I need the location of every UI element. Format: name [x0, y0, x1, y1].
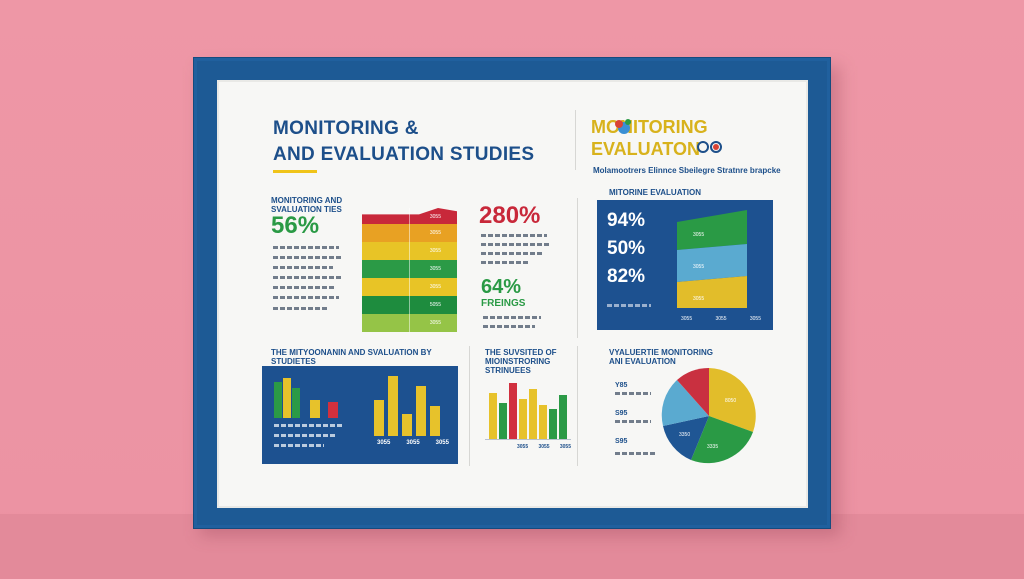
bar [416, 386, 426, 436]
bar [374, 400, 384, 436]
chart-caption [274, 424, 344, 427]
bottom-mid-ticks: 3055 3055 3055 [517, 444, 571, 450]
divider [575, 110, 576, 170]
stats-left-heading: MONITORING AND SVALUATION TIES [271, 196, 342, 214]
bar [283, 378, 291, 418]
pie-chart: 8050 3350 3335 [661, 367, 756, 464]
right-panel-value: 94% [607, 210, 646, 231]
bottom-right-title: VYALUERTIE MONITORING ANI EVALUATION [609, 348, 713, 366]
pie-slice-label: 8050 [725, 398, 736, 404]
chart-caption [274, 444, 324, 447]
bottom-right-title-line2: ANI EVALUATION [609, 357, 676, 366]
right-title-line2: EVALUATON [591, 139, 701, 159]
bottom-right-title-line1: VYALUERTIE MONITORING [609, 348, 714, 357]
stats-left-heading-line1: MONITORING AND [271, 196, 343, 205]
pie-slice [709, 368, 756, 432]
pie-caption [615, 420, 651, 423]
pie-label: S95 [615, 410, 628, 417]
right-panel-ticks: 3055 3055 3055 [681, 316, 761, 322]
chart-caption [274, 434, 336, 437]
right-panel-heading: MITORINE EVALUATION [609, 188, 701, 197]
poster-title: MONITORING & AND EVALUATION STUDIES [273, 116, 573, 168]
bar [559, 395, 567, 439]
divider [469, 346, 470, 466]
pie-caption [615, 392, 651, 395]
bar [519, 399, 527, 439]
bottom-mid-title-line2: MIOINSTRORING [485, 357, 551, 366]
bottom-left-title-line2: STUDIETES [271, 357, 316, 366]
bar [402, 414, 412, 436]
poster-title-line2: AND EVALUATION STUDIES [273, 144, 535, 165]
stats-mid-value-bottom: 64% [481, 276, 522, 298]
bar [292, 388, 300, 418]
title-underline [273, 170, 317, 173]
stats-mid-caption [483, 316, 543, 328]
right-subtitle: Molamootrers Elinnce Sbeilegre Stratnre … [593, 166, 781, 175]
pie-slice-label: 3350 [679, 432, 690, 438]
area-label: 3055 [693, 264, 704, 270]
pie-label: S95 [615, 438, 628, 445]
bottom-left-bar-group [372, 376, 452, 436]
bottom-mid-title-line1: THE SUVSITED OF [485, 348, 557, 357]
stacked-bar: 3055 3055 3055 3055 3055 5055 3055 [362, 208, 457, 332]
pie-slice [677, 367, 709, 416]
stats-left-value: 56% [271, 212, 320, 239]
glasses-icon [697, 141, 722, 153]
bar [549, 409, 557, 439]
divider [577, 198, 578, 338]
bar [274, 382, 282, 418]
bar [529, 389, 537, 439]
area-label: 3055 [693, 296, 704, 302]
stats-mid-label: FREINGS [481, 298, 526, 309]
stats-left-heading-line2: SVALUATION TIES [271, 205, 342, 214]
area-chart: 3055 3055 3055 [677, 210, 747, 308]
right-panel-value: 82% [607, 266, 646, 287]
pie-slice [691, 416, 753, 464]
bottom-mid-title: THE SUVSITED OF MIOINSTRORING STRINUEES [485, 348, 557, 375]
right-panel-value: 50% [607, 238, 646, 259]
stats-mid-value-top: 280% [479, 202, 541, 229]
pie-label: Y85 [615, 382, 628, 389]
bottom-mid-title-line3: STRINUEES [485, 366, 531, 375]
magnifier-icon [615, 119, 631, 134]
pie-slice [661, 380, 709, 426]
bar [328, 402, 338, 418]
stats-mid-text [481, 234, 561, 264]
bar [388, 376, 398, 436]
infographic-poster: MONITORING & AND EVALUATION STUDIES MONI… [217, 80, 808, 508]
pie-slice-label: 3335 [707, 444, 718, 450]
bottom-mid-chart [485, 376, 571, 440]
bar [430, 406, 440, 436]
pie-slice [663, 416, 709, 460]
bar [310, 400, 320, 418]
right-panel-chart: 3055 3055 3055 94% 50% 82% 3055 3055 3055 [597, 200, 773, 330]
bottom-left-title: THE MITYOONANIN AND SVALUATION BY STUDIE… [271, 348, 432, 366]
bottom-left-title-line1: THE MITYOONANIN AND SVALUATION BY [271, 348, 432, 357]
bar [539, 405, 547, 439]
pie-caption [615, 452, 655, 455]
bar [509, 383, 517, 439]
area-label: 3055 [693, 232, 704, 238]
bar [499, 403, 507, 439]
poster-title-line1: MONITORING & [273, 118, 419, 139]
right-panel-caption [607, 304, 651, 307]
bottom-left-ticks: 3055 3055 3055 [377, 440, 449, 446]
stats-left-text [273, 246, 343, 310]
bar [489, 393, 497, 439]
divider [577, 346, 578, 466]
